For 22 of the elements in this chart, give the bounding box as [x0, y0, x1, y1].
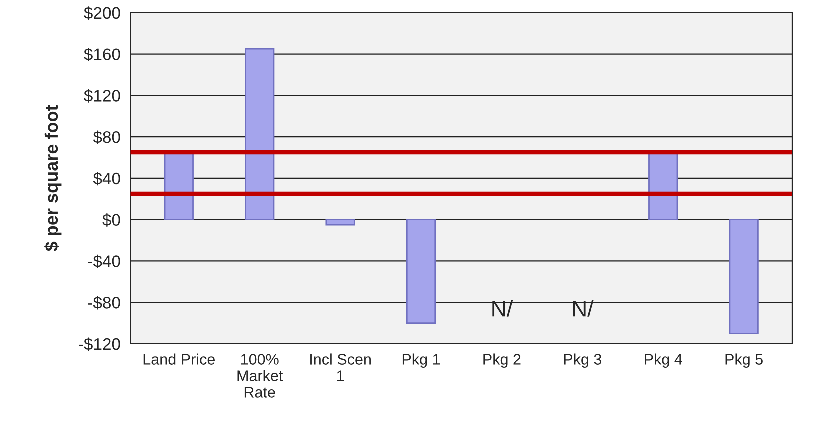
x-tick-label: Pkg 3	[564, 354, 602, 368]
x-tick-label: Pkg 2	[484, 354, 521, 368]
y-tick-label: $200	[84, 6, 120, 20]
y-tick-label: $40	[93, 172, 120, 186]
bar	[406, 219, 436, 324]
y-tick-label: $160	[84, 48, 120, 62]
x-tick-label: Land Price	[144, 354, 215, 365]
x-tick-label: Incl Scen 1	[310, 354, 371, 382]
bar	[326, 219, 356, 226]
x-tick-label: Pkg 4	[645, 354, 682, 368]
x-tick-label: 100% Market Rate	[238, 354, 284, 398]
y-tick-label: -$40	[88, 254, 120, 268]
bar	[245, 48, 275, 221]
x-tick-label: Pkg 1	[402, 354, 440, 368]
y-tick-label: -$80	[88, 296, 120, 310]
y-tick-label: $120	[84, 89, 120, 103]
bar	[729, 219, 759, 334]
y-tick-label: $0	[102, 214, 120, 228]
y-tick-label: $80	[93, 130, 120, 144]
y-tick-label: -$120	[79, 338, 120, 352]
y-axis-title: $ per square foot	[44, 105, 62, 252]
x-tick-label: Pkg 5	[726, 354, 763, 368]
